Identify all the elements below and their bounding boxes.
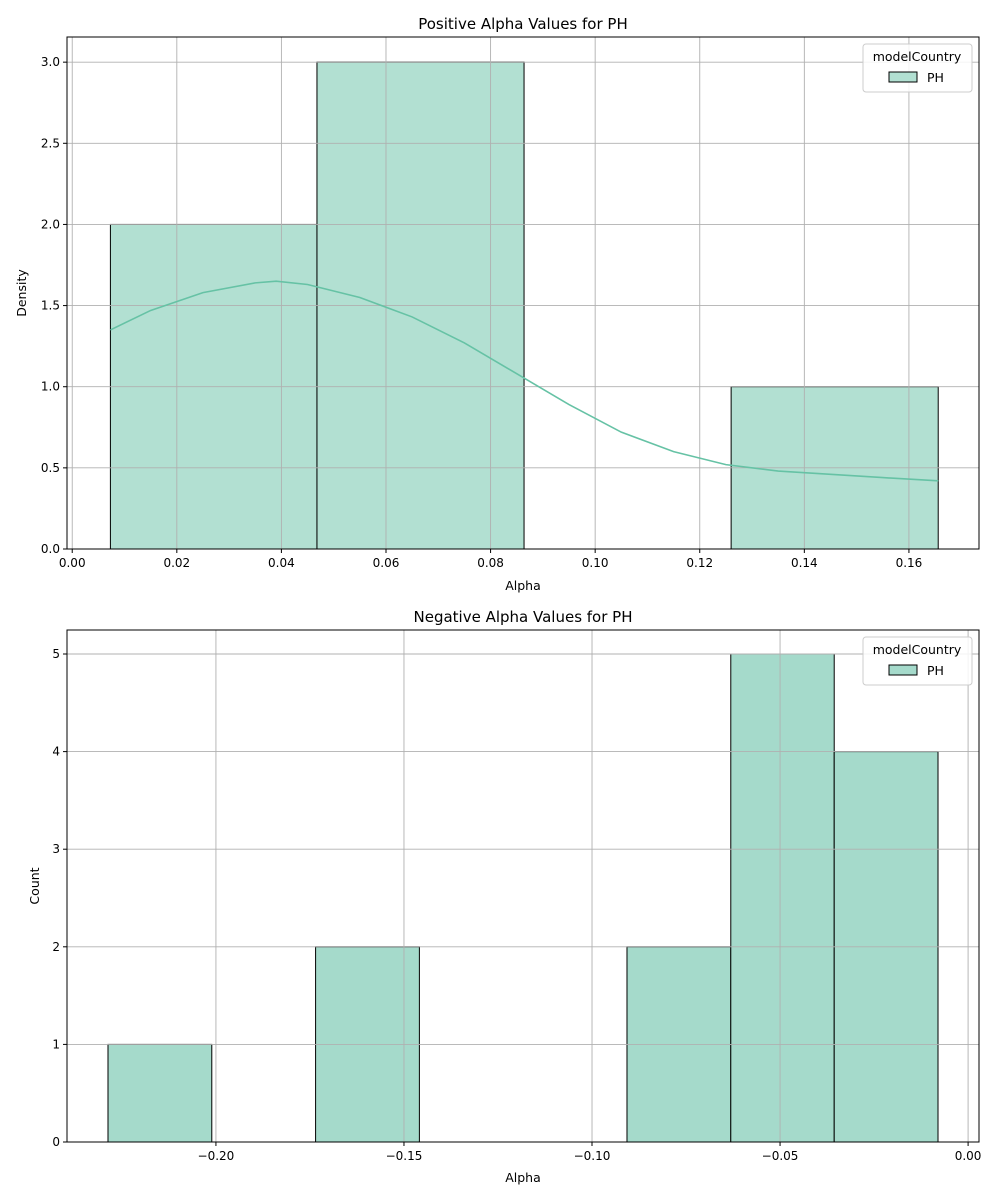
x-tick-label: 0.04 — [268, 556, 295, 570]
legend: modelCountry PH — [862, 636, 973, 686]
y-axis-label: Density — [14, 269, 29, 317]
histogram-bar — [730, 653, 835, 1143]
x-tick-label: 0.00 — [59, 556, 86, 570]
x-tick-label: −0.20 — [198, 1149, 235, 1163]
legend-swatch — [888, 664, 918, 676]
axes-frame — [66, 36, 980, 550]
legend-title: modelCountry — [873, 49, 962, 64]
y-tick-label: 5 — [52, 647, 60, 661]
negative-alpha-chart: Negative Alpha Values for PH Alpha Count… — [27, 608, 981, 1185]
y-tick-label: 4 — [52, 745, 60, 759]
x-tick-label: −0.05 — [762, 1149, 799, 1163]
legend-entry: PH — [927, 70, 944, 85]
legend: modelCountry PH — [862, 43, 973, 93]
legend-title: modelCountry — [873, 642, 962, 657]
y-tick-label: 3 — [52, 842, 60, 856]
kde-curve — [110, 280, 939, 482]
x-axis-label: Alpha — [505, 1170, 541, 1185]
y-tick-label: 1.0 — [41, 380, 60, 394]
y-tick-label: 2.5 — [41, 136, 60, 150]
histogram-bar — [107, 1043, 213, 1143]
y-tick-label: 1 — [52, 1037, 60, 1051]
x-tick-label: 0.02 — [163, 556, 190, 570]
axes-frame — [66, 629, 980, 1143]
y-tick-label: 0 — [52, 1135, 60, 1149]
chart-title: Positive Alpha Values for PH — [418, 15, 628, 33]
x-tick-label: 0.06 — [373, 556, 400, 570]
x-tick-label: 0.14 — [791, 556, 818, 570]
y-tick-label: 0.5 — [41, 461, 60, 475]
x-tick-label: 0.10 — [582, 556, 609, 570]
x-axis-label: Alpha — [505, 578, 541, 593]
y-tick-label: 2.0 — [41, 217, 60, 231]
x-tick-label: −0.15 — [386, 1149, 423, 1163]
x-tick-label: 0.08 — [477, 556, 504, 570]
legend-swatch — [888, 71, 918, 83]
y-tick-label: 1.5 — [41, 299, 60, 313]
x-tick-label: 0.00 — [955, 1149, 982, 1163]
chart-title: Negative Alpha Values for PH — [414, 608, 633, 626]
x-tick-label: −0.10 — [574, 1149, 611, 1163]
y-tick-label: 3.0 — [41, 55, 60, 69]
positive-alpha-chart: Positive Alpha Values for PH Alpha Densi… — [14, 15, 980, 593]
legend-entry: PH — [927, 663, 944, 678]
y-tick-label: 0.0 — [41, 542, 60, 556]
x-tick-label: 0.16 — [896, 556, 923, 570]
y-axis-label: Count — [27, 867, 42, 904]
y-tick-label: 2 — [52, 940, 60, 954]
x-tick-label: 0.12 — [686, 556, 713, 570]
